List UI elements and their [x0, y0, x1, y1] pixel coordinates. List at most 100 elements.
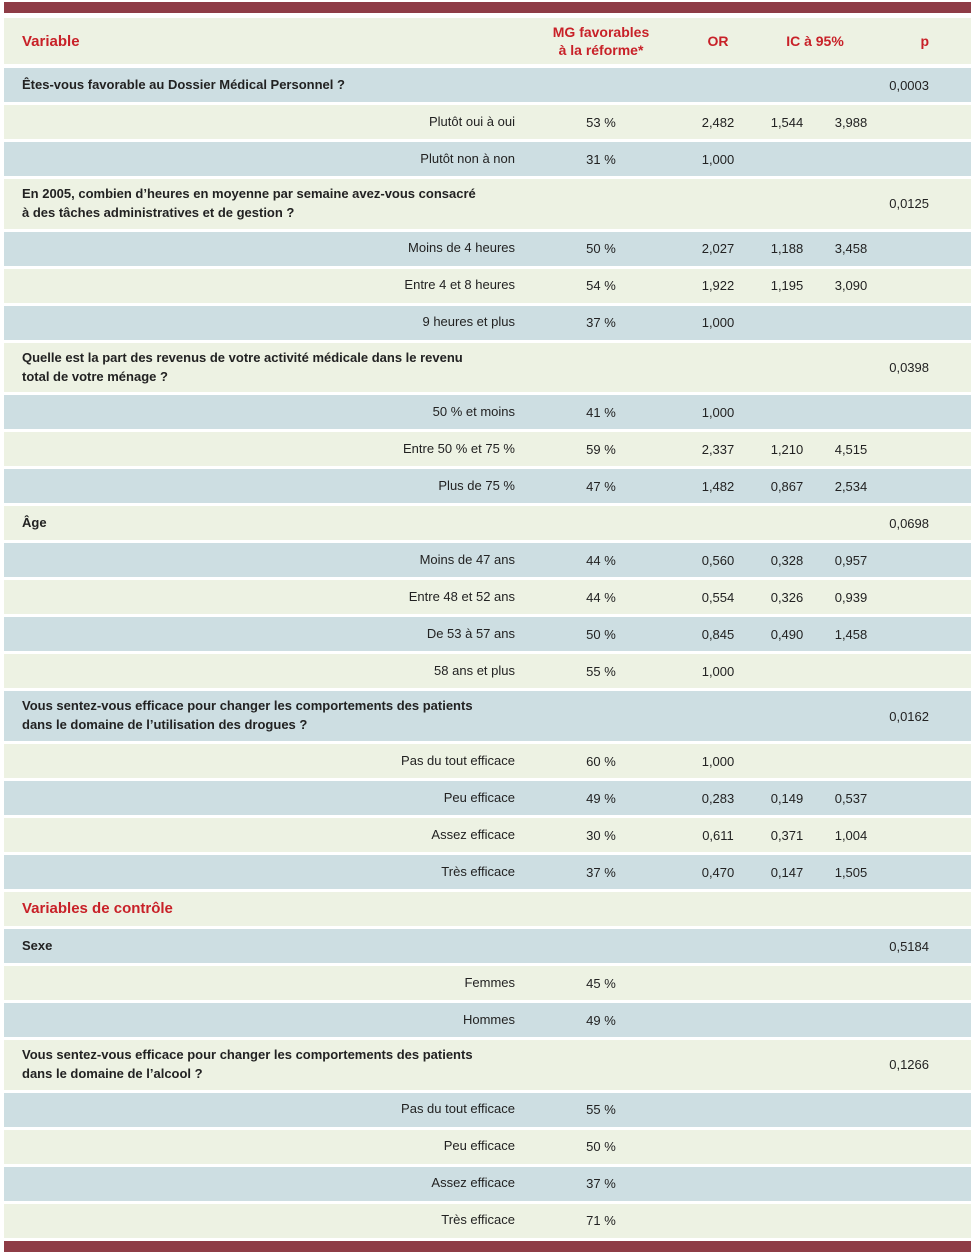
- col-header-or: OR: [707, 33, 729, 49]
- ic-low-cell: 1,195: [770, 278, 804, 294]
- category-cell: Peu efficace: [443, 789, 515, 805]
- mg-cell: 55 %: [586, 1102, 616, 1118]
- category-cell: Peu efficace: [443, 1138, 515, 1154]
- or-cell: 2,027: [701, 241, 735, 257]
- category-row: Hommes 49 %: [4, 1003, 971, 1038]
- or-cell: 1,482: [701, 478, 735, 494]
- mg-cell: 49 %: [586, 790, 616, 806]
- mg-cell: 37 %: [586, 315, 616, 331]
- or-cell: 1,922: [701, 278, 735, 294]
- or-cell: 0,554: [701, 589, 735, 605]
- col-header-mg-line2: à la réforme*: [558, 42, 644, 58]
- ic-high-cell: 0,537: [834, 790, 868, 806]
- top-border-bar: [4, 2, 971, 13]
- mg-cell: 50 %: [586, 241, 616, 257]
- category-cell: 58 ans et plus: [434, 662, 515, 678]
- ic-low-cell: 0,326: [770, 589, 804, 605]
- or-cell: 1,000: [701, 404, 735, 420]
- category-row: Peu efficace 50 %: [4, 1129, 971, 1164]
- category-cell: Moins de 4 heures: [408, 240, 515, 256]
- category-row: Entre 48 et 52 ans 44 % 0,554 0,326 0,93…: [4, 580, 971, 615]
- ic-low-cell: 0,867: [770, 478, 804, 494]
- ic-high-cell: 3,090: [834, 278, 868, 294]
- category-cell: Pas du tout efficace: [401, 1101, 515, 1117]
- ic-high-cell: 3,458: [834, 241, 868, 257]
- category-row: Moins de 47 ans 44 % 0,560 0,328 0,957: [4, 543, 971, 578]
- question-cell: Vous sentez-vous efficace pour changer l…: [4, 1040, 517, 1090]
- ic-low-cell: 0,490: [770, 626, 804, 642]
- category-row: Très efficace 71 %: [4, 1203, 971, 1238]
- or-cell: 0,560: [701, 552, 735, 568]
- question-row: Vous sentez-vous efficace pour changer l…: [4, 1040, 971, 1090]
- ic-high-cell: 0,939: [834, 589, 868, 605]
- category-row: Femmes 45 %: [4, 966, 971, 1001]
- question-row: Sexe 0,5184: [4, 929, 971, 964]
- or-cell: 0,470: [701, 864, 735, 880]
- ic-low-cell: 1,544: [770, 114, 804, 130]
- mg-cell: 50 %: [586, 1139, 616, 1155]
- question-line: total de votre ménage ?: [22, 368, 168, 384]
- category-row: Moins de 4 heures 50 % 2,027 1,188 3,458: [4, 231, 971, 266]
- category-row: 9 heures et plus 37 % 1,000: [4, 305, 971, 340]
- category-cell: Pas du tout efficace: [401, 752, 515, 768]
- section-row: Variables de contrôle: [4, 892, 971, 927]
- question-cell: Vous sentez-vous efficace pour changer l…: [4, 691, 517, 741]
- or-cell: 0,611: [702, 827, 734, 843]
- question-row: Êtes-vous favorable au Dossier Médical P…: [4, 68, 971, 102]
- p-cell: 0,1266: [889, 1057, 929, 1073]
- question-line: dans le domaine de l’alcool ?: [22, 1065, 203, 1081]
- category-row: Assez efficace 37 %: [4, 1166, 971, 1201]
- mg-cell: 44 %: [586, 552, 616, 568]
- or-cell: 2,482: [701, 114, 735, 130]
- ic-high-cell: 1,004: [834, 827, 868, 843]
- ic-low-cell: 0,147: [770, 864, 804, 880]
- ic-high-cell: 1,505: [834, 864, 868, 880]
- ic-high-cell: 1,458: [834, 626, 868, 642]
- mg-cell: 60 %: [586, 753, 616, 769]
- category-cell: Plus de 75 %: [438, 477, 515, 493]
- mg-cell: 49 %: [586, 1012, 616, 1028]
- mg-cell: 45 %: [586, 975, 616, 991]
- question-cell: Âge: [4, 508, 517, 539]
- question-line: Êtes-vous favorable au Dossier Médical P…: [22, 76, 345, 92]
- category-cell: Plutôt non à non: [420, 150, 515, 166]
- category-cell: 50 % et moins: [432, 403, 515, 419]
- category-row: Très efficace 37 % 0,470 0,147 1,505: [4, 855, 971, 890]
- p-cell: 0,0003: [889, 77, 929, 93]
- category-row: De 53 à 57 ans 50 % 0,845 0,490 1,458: [4, 617, 971, 652]
- question-line: Vous sentez-vous efficace pour changer l…: [22, 698, 473, 714]
- category-cell: Entre 4 et 8 heures: [404, 277, 515, 293]
- mg-cell: 50 %: [586, 626, 616, 642]
- mg-cell: 37 %: [586, 864, 616, 880]
- category-cell: Entre 50 % et 75 %: [402, 440, 515, 456]
- category-cell: Hommes: [462, 1011, 515, 1027]
- mg-cell: 55 %: [586, 663, 616, 679]
- category-cell: Femmes: [464, 974, 515, 990]
- question-line: dans le domaine de l’utilisation des dro…: [22, 717, 308, 733]
- ic-high-cell: 3,988: [834, 114, 868, 130]
- or-cell: 0,845: [701, 626, 735, 642]
- bottom-border-bar: [4, 1240, 971, 1252]
- or-cell: 1,000: [701, 663, 735, 679]
- question-line: Sexe: [22, 937, 53, 953]
- question-cell: Sexe: [4, 931, 517, 962]
- category-cell: Moins de 47 ans: [419, 551, 515, 567]
- col-header-mg-line1: MG favorables: [552, 23, 650, 40]
- or-cell: 2,337: [701, 441, 735, 457]
- question-line: Âge: [22, 514, 47, 530]
- category-cell: Très efficace: [441, 863, 515, 879]
- ic-low-cell: 1,188: [770, 241, 804, 257]
- mg-cell: 31 %: [586, 151, 616, 167]
- question-cell: En 2005, combien d’heures en moyenne par…: [4, 179, 517, 229]
- mg-cell: 37 %: [586, 1176, 616, 1192]
- table-header-row: Variable MG favorables à la réforme* OR …: [4, 18, 971, 64]
- or-cell: 1,000: [701, 753, 735, 769]
- category-row: 50 % et moins 41 % 1,000: [4, 395, 971, 430]
- category-cell: Assez efficace: [431, 826, 515, 842]
- ic-high-cell: 4,515: [834, 441, 868, 457]
- or-cell: 0,283: [701, 790, 735, 806]
- mg-cell: 53 %: [586, 114, 616, 130]
- category-row: Plutôt non à non 31 % 1,000: [4, 142, 971, 176]
- col-header-ic95: IC à 95%: [786, 33, 844, 49]
- ic-low-cell: 1,210: [770, 441, 804, 457]
